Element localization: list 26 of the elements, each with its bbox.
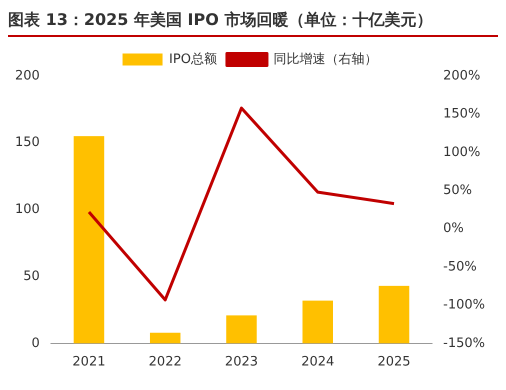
chart-title: 图表 13：2025 年美国 IPO 市场回暖（单位：十亿美元） — [8, 9, 434, 31]
bar — [226, 315, 257, 344]
legend-label: IPO总额 — [169, 52, 217, 67]
y2-tick-label: -150% — [443, 336, 486, 351]
y2-tick-label: 0% — [443, 221, 464, 236]
bar — [150, 332, 180, 344]
x-tick-label: 2025 — [377, 354, 411, 370]
y2-tick-label: -50% — [443, 259, 477, 274]
y2-tick-label: 150% — [443, 106, 480, 122]
x-tick-label: 2021 — [72, 354, 106, 370]
x-tick-label: 2023 — [224, 354, 258, 370]
y-tick-label: 100 — [14, 202, 40, 218]
y2-tick-label: 50% — [443, 182, 472, 198]
y2-tick-label: 100% — [443, 144, 480, 160]
y2-tick-label: 200% — [443, 68, 480, 84]
x-tick-label: 2024 — [301, 354, 334, 370]
y2-tick-label: -100% — [443, 298, 486, 313]
bar — [74, 136, 104, 344]
legend-label: 同比增速（右轴） — [273, 52, 378, 67]
y-tick-label: 0 — [32, 336, 40, 351]
bar — [302, 300, 333, 344]
y-tick-label: 150 — [14, 135, 40, 150]
x-tick-label: 2022 — [148, 354, 182, 370]
y-tick-label: 50 — [23, 268, 40, 284]
y-tick-label: 200 — [14, 68, 40, 84]
bar — [378, 286, 410, 344]
